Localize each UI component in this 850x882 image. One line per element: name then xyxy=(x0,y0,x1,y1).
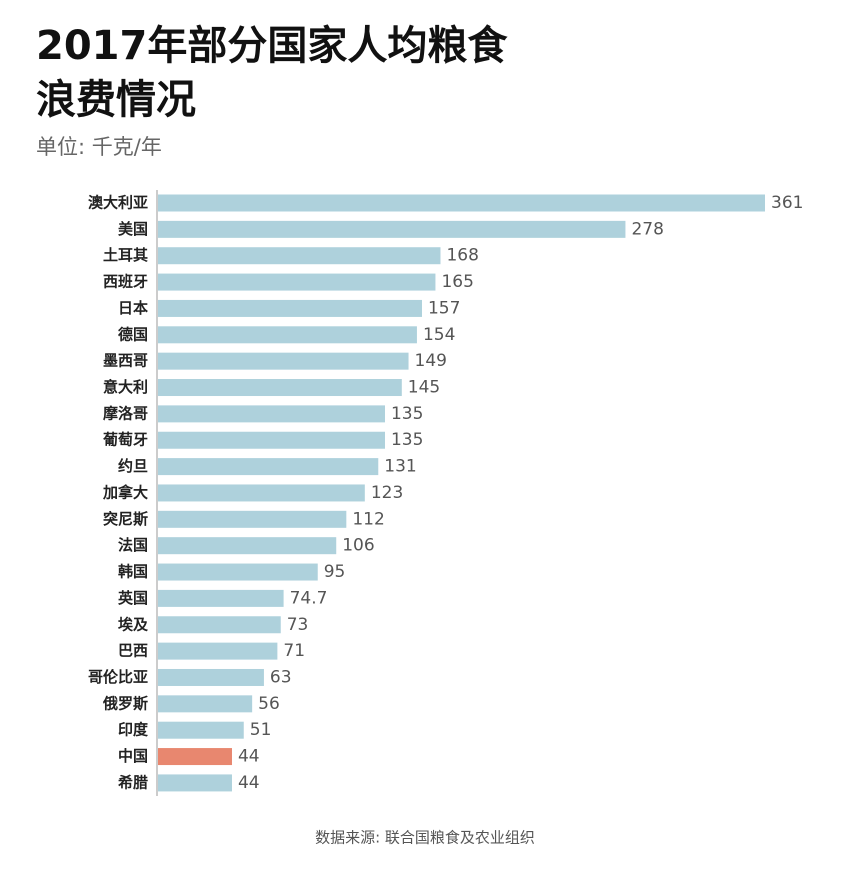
value-label: 123 xyxy=(371,483,403,503)
category-label: 西班牙 xyxy=(103,273,148,291)
value-label: 168 xyxy=(446,246,478,266)
value-label: 44 xyxy=(238,773,260,793)
value-label: 95 xyxy=(324,562,346,582)
category-label: 韩国 xyxy=(118,563,148,581)
bar xyxy=(158,220,626,238)
bar xyxy=(158,589,284,607)
category-label: 哥伦比亚 xyxy=(88,668,148,686)
value-label: 131 xyxy=(384,457,416,477)
category-label: 希腊 xyxy=(118,773,148,791)
value-label: 106 xyxy=(342,536,374,556)
chart-title: 浪费情况 xyxy=(36,77,196,123)
category-label: 摩洛哥 xyxy=(103,404,148,422)
category-label: 中国 xyxy=(118,747,148,765)
category-label: 葡萄牙 xyxy=(102,431,148,449)
bar xyxy=(158,721,244,739)
value-label: 165 xyxy=(441,272,473,292)
bar xyxy=(158,352,409,370)
bar xyxy=(158,748,232,766)
value-label: 145 xyxy=(408,378,440,398)
category-label: 德国 xyxy=(118,325,148,343)
bar xyxy=(158,458,379,476)
category-label: 法国 xyxy=(118,536,148,554)
bar xyxy=(158,695,253,713)
bar xyxy=(158,774,232,792)
category-label: 英国 xyxy=(118,589,148,607)
source: 数据来源: 联合国粮食及农业组织 xyxy=(315,829,535,847)
chart-subtitle: 单位: 千克/年 xyxy=(36,135,162,159)
bar xyxy=(158,642,278,660)
value-label: 361 xyxy=(771,193,803,213)
bar xyxy=(158,273,436,291)
category-label: 埃及 xyxy=(118,615,149,633)
value-label: 63 xyxy=(270,667,292,687)
value-label: 71 xyxy=(283,641,305,661)
bar xyxy=(158,247,441,265)
value-label: 74.7 xyxy=(290,588,328,608)
value-label: 154 xyxy=(423,325,455,345)
bar xyxy=(158,484,365,502)
category-label: 土耳其 xyxy=(103,246,148,264)
category-label: 澳大利亚 xyxy=(88,194,148,212)
category-label: 意大利 xyxy=(103,378,148,396)
value-label: 44 xyxy=(238,747,260,767)
value-label: 112 xyxy=(352,509,384,529)
bar xyxy=(158,379,402,397)
value-label: 135 xyxy=(391,430,423,450)
value-label: 278 xyxy=(631,219,663,239)
bar xyxy=(158,537,337,555)
category-label: 俄罗斯 xyxy=(102,694,148,712)
bar xyxy=(158,616,281,634)
value-label: 51 xyxy=(250,720,272,740)
bar xyxy=(158,299,422,317)
category-label: 美国 xyxy=(118,220,148,238)
category-label: 突尼斯 xyxy=(103,510,148,528)
bar xyxy=(158,431,385,449)
bar xyxy=(158,668,264,686)
value-label: 56 xyxy=(258,694,280,714)
category-label: 加拿大 xyxy=(102,483,148,501)
category-label: 约旦 xyxy=(118,457,148,475)
value-label: 135 xyxy=(391,404,423,424)
category-label: 印度 xyxy=(118,721,149,739)
bar xyxy=(158,510,347,528)
bar xyxy=(158,194,765,212)
value-label: 157 xyxy=(428,298,460,318)
value-label: 149 xyxy=(415,351,447,371)
category-label: 日本 xyxy=(118,299,148,317)
bar xyxy=(158,563,318,581)
chart-title: 2017年部分国家人均粮食 xyxy=(36,23,508,69)
bar xyxy=(158,405,385,423)
category-label: 巴西 xyxy=(118,642,148,660)
value-label: 73 xyxy=(287,615,309,635)
bar xyxy=(158,326,417,344)
category-label: 墨西哥 xyxy=(103,352,148,370)
